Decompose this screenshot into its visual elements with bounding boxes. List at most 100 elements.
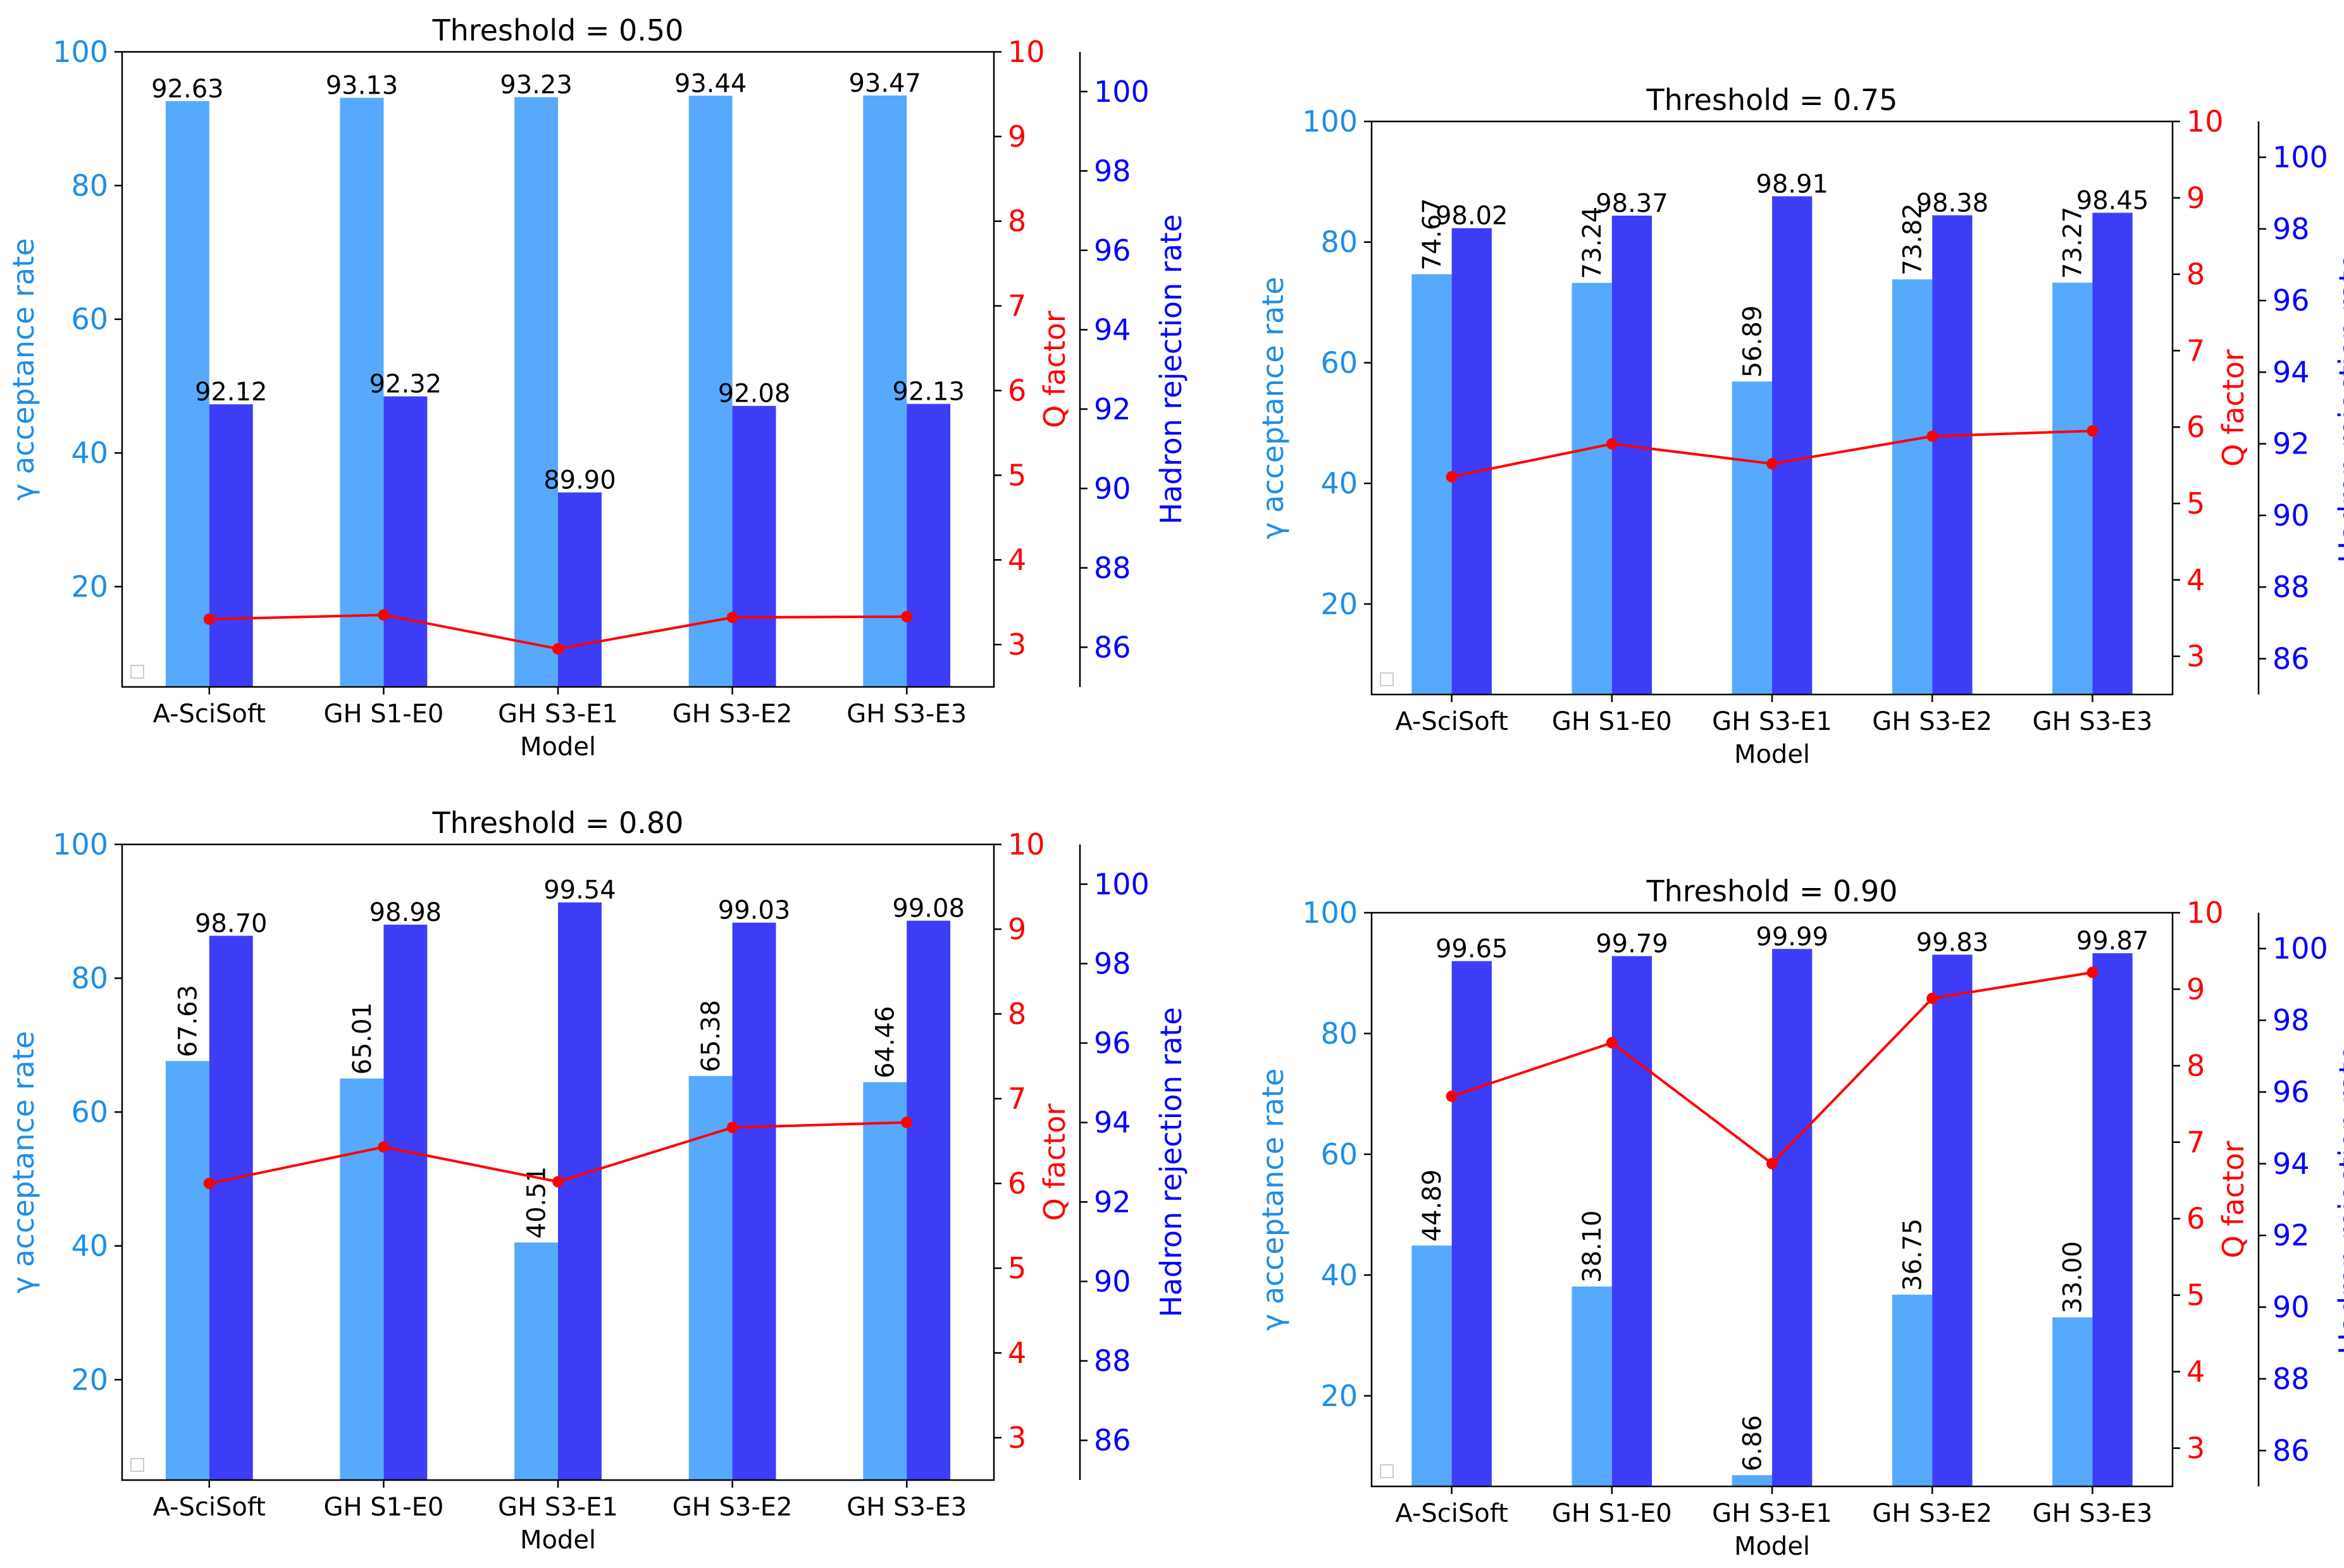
rejection-axis-label: Hadron rejection rate [2333,253,2344,564]
rejection-value-label: 98.38 [1916,188,1989,218]
rejection-value-label: 99.87 [2076,927,2149,956]
rejection-bar [1611,956,1653,1486]
rejection-tick-label: 94 [1094,312,1131,347]
chart-panel-0: Threshold = 0.50 92.63 93.13 93.23 93.44 93.4… [6,13,1188,762]
acceptance-value-label: 73.24 [1578,207,1607,280]
acceptance-value-label: 74.67 [1418,198,1447,271]
q-factor-point [203,613,215,625]
rejection-value-label: 98.91 [1756,170,1828,199]
category-label: GH S3-E2 [1872,707,1992,736]
acceptance-bar [1892,1294,1933,1486]
acceptance-bar [340,1078,384,1480]
acceptance-bar [1572,283,1612,694]
rejection-value-label: 92.32 [369,370,442,399]
acceptance-value-label: 36.75 [1899,1218,1928,1291]
x-axis-label: Model [1734,740,1810,769]
q-tick-label: 5 [2186,1278,2205,1312]
acceptance-value-label: 56.89 [1738,306,1767,378]
rejection-tick-label: 92 [1094,392,1131,426]
acceptance-bar [514,1242,558,1480]
rejection-bar [2092,213,2133,694]
rejection-axis-label: Hadron rejection rate [1154,1007,1188,1318]
acceptance-value-label: 65.38 [697,1000,726,1073]
q-tick-label: 10 [1008,35,1045,69]
rejection-bar [558,492,602,687]
q-tick-label: 8 [1008,997,1026,1031]
rejection-value-label: 99.54 [543,876,616,905]
q-factor-point [901,1116,913,1128]
q-tick-label: 4 [2186,1355,2205,1389]
q-factor-point [203,1178,215,1189]
q-factor-point [378,609,390,621]
rejection-bar [732,405,776,687]
q-tick-label: 6 [2186,1202,2205,1236]
acceptance-bar [688,96,733,687]
category-label: A-SciSoft [153,700,266,729]
left-tick-label: 20 [1320,587,1358,621]
left-tick-label: 40 [71,436,108,470]
acceptance-value-label: 6.86 [1738,1415,1767,1471]
q-tick-label: 10 [1008,827,1045,861]
rejection-tick-label: 100 [1094,867,1150,901]
rejection-axis-label: Hadron rejection rate [2333,1044,2344,1355]
rejection-bar [1451,961,1492,1486]
acceptance-bar [340,97,384,688]
rejection-axis-label: Hadron rejection rate [1154,214,1188,525]
q-tick-label: 9 [2186,972,2205,1006]
acceptance-value-label: 38.10 [1578,1210,1607,1283]
left-tick-label: 80 [1320,1016,1358,1051]
acceptance-bar [2052,1317,2093,1486]
rejection-bar [732,922,776,1480]
rejection-bar [209,935,253,1480]
rejection-tick-label: 96 [2273,1075,2310,1109]
left-tick-label: 40 [1320,466,1358,500]
q-tick-label: 4 [2186,563,2205,597]
category-label: GH S3-E1 [498,1493,618,1522]
rejection-value-label: 99.08 [892,894,965,923]
q-factor-point [1446,471,1458,483]
q-factor-point [552,1176,564,1188]
rejection-bar [1772,196,1813,694]
acceptance-bar [1572,1286,1612,1486]
q-factor-point [726,612,738,624]
category-label: GH S3-E3 [2033,1499,2153,1528]
q-tick-label: 7 [1008,289,1026,323]
rejection-bar [1932,954,1973,1486]
chart-panel-1: Threshold = 0.75 74.67 73.24 56.89 73.82 73.2… [1256,83,2344,769]
rejection-tick-label: 86 [2273,1433,2310,1467]
acceptance-bar [165,1061,209,1480]
q-tick-label: 5 [1008,458,1026,492]
category-label: GH S3-E3 [2033,707,2153,736]
q-tick-label: 9 [1008,120,1026,154]
left-tick-label: 80 [1320,225,1358,259]
rejection-tick-label: 96 [2273,283,2310,318]
left-tick-label: 20 [71,1362,108,1397]
acceptance-value-label: 92.63 [151,75,224,104]
q-tick-label: 3 [2186,639,2205,674]
q-factor-point [1926,992,1938,1004]
left-tick-label: 20 [71,569,108,603]
q-tick-label: 7 [2186,1125,2205,1159]
q-tick-label: 8 [2186,1049,2205,1083]
acceptance-bar [1411,274,1452,694]
left-tick-label: 60 [1320,1137,1358,1171]
q-tick-label: 9 [2186,181,2205,215]
category-label: GH S1-E0 [324,1493,444,1522]
acceptance-bar [1411,1245,1452,1486]
category-label: GH S3-E3 [846,700,967,729]
left-axis-label: γ acceptance rate [1256,276,1290,539]
rejection-value-label: 99.03 [718,896,791,925]
rejection-value-label: 92.13 [892,378,965,407]
q-factor-point [378,1141,390,1153]
left-tick-label: 100 [1302,104,1358,139]
rejection-bar [209,404,253,687]
q-tick-label: 6 [1008,1166,1026,1201]
rejection-tick-label: 96 [1094,1026,1131,1060]
category-label: GH S3-E2 [673,1493,793,1522]
category-label: A-SciSoft [1395,1499,1508,1528]
rejection-bar [1451,228,1492,694]
legend-box [1380,1464,1394,1478]
acceptance-value-label: 73.82 [1899,203,1928,276]
acceptance-value-label: 93.23 [500,71,573,100]
rejection-tick-label: 92 [2273,1218,2310,1252]
